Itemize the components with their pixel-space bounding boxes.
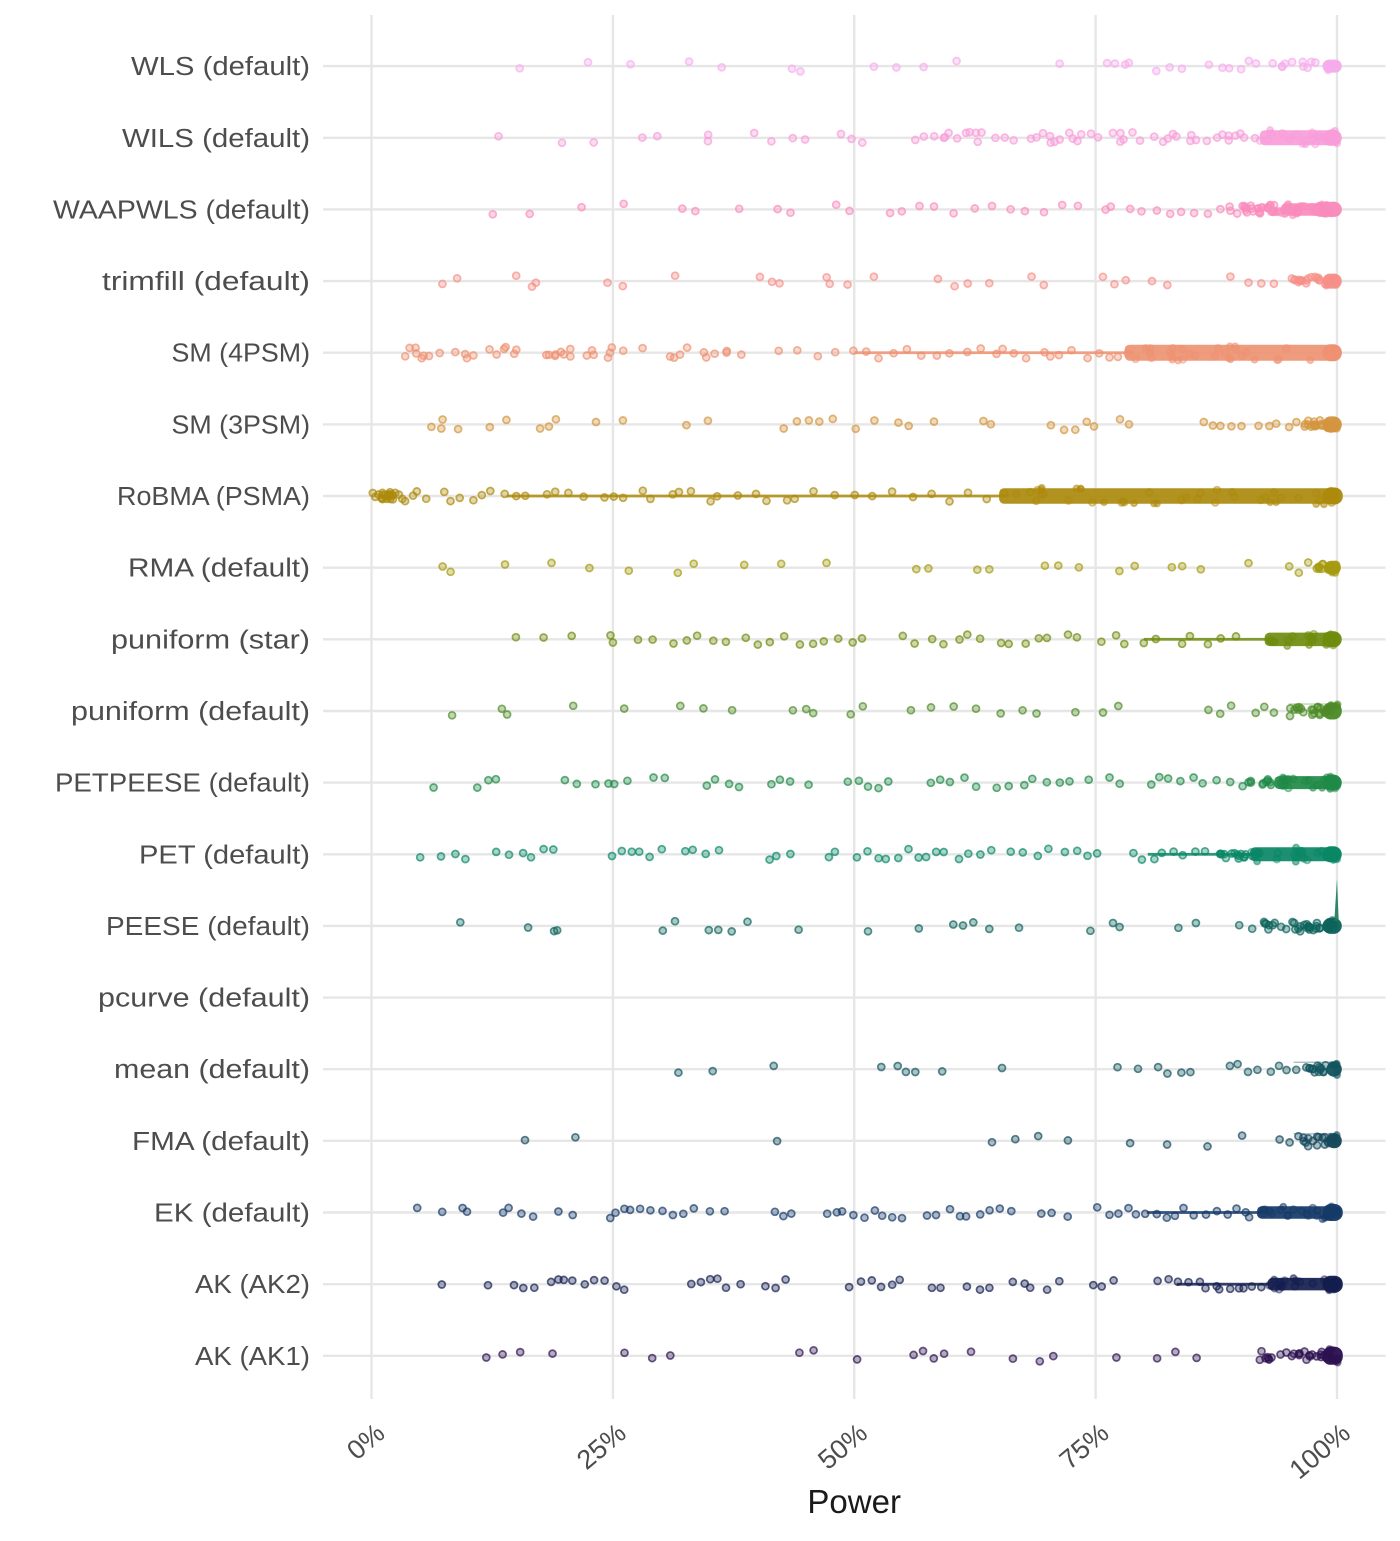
svg-text:PETPEESE (default): PETPEESE (default) xyxy=(55,770,310,798)
svg-text:FMA (default): FMA (default) xyxy=(132,1128,310,1156)
svg-text:SM (3PSM): SM (3PSM) xyxy=(172,411,311,439)
svg-text:WAAPWLS (default): WAAPWLS (default) xyxy=(53,196,310,224)
svg-text:WILS (default): WILS (default) xyxy=(122,125,310,153)
svg-text:PET (default): PET (default) xyxy=(139,841,310,869)
svg-text:SM (4PSM): SM (4PSM) xyxy=(172,340,311,368)
svg-text:AK (AK2): AK (AK2) xyxy=(195,1271,310,1299)
svg-text:RMA (default): RMA (default) xyxy=(128,555,310,583)
svg-text:puniform (star): puniform (star) xyxy=(111,626,310,654)
svg-text:puniform (default): puniform (default) xyxy=(71,698,310,726)
svg-text:PEESE (default): PEESE (default) xyxy=(106,913,310,941)
svg-text:trimfill (default): trimfill (default) xyxy=(102,268,310,296)
svg-text:WLS (default): WLS (default) xyxy=(131,53,310,81)
svg-text:RoBMA (PSMA): RoBMA (PSMA) xyxy=(117,483,310,511)
svg-text:mean (default): mean (default) xyxy=(114,1056,310,1084)
svg-text:pcurve (default): pcurve (default) xyxy=(98,985,310,1013)
svg-text:Power: Power xyxy=(807,1483,901,1520)
svg-text:EK (default): EK (default) xyxy=(154,1200,310,1228)
svg-text:AK (AK1): AK (AK1) xyxy=(195,1343,310,1371)
